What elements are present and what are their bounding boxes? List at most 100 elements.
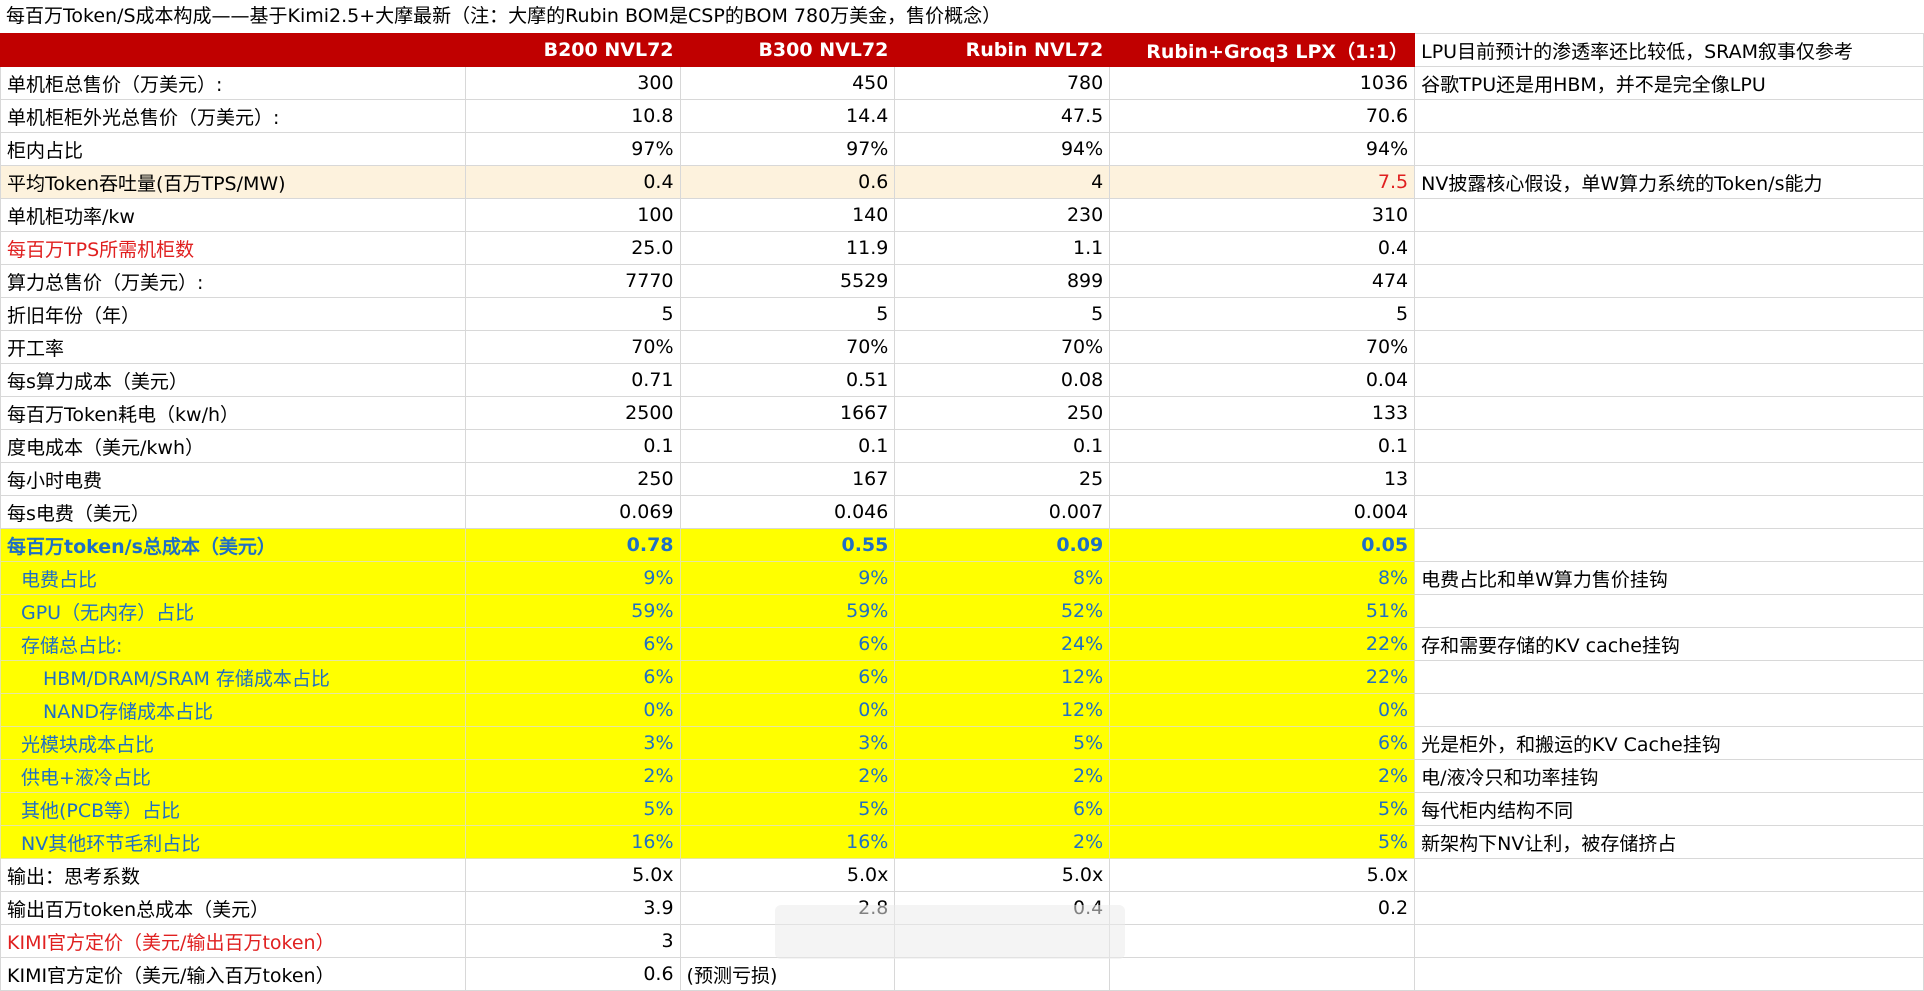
value-cell[interactable]: [1109, 957, 1416, 991]
row-label[interactable]: 每s算力成本（美元）: [0, 363, 466, 397]
row-label[interactable]: 每s电费（美元）: [0, 495, 466, 529]
value-cell[interactable]: 230: [894, 198, 1111, 232]
value-cell[interactable]: 474: [1109, 264, 1416, 298]
value-cell[interactable]: 0%: [679, 693, 896, 727]
value-cell[interactable]: 3: [464, 924, 681, 958]
value-cell[interactable]: 7.5: [1109, 165, 1416, 199]
value-cell[interactable]: 5.0x: [464, 858, 681, 892]
value-cell[interactable]: 8%: [1109, 561, 1416, 595]
value-cell[interactable]: 6%: [464, 627, 681, 661]
row-note[interactable]: 谷歌TPU还是用HBM，并不是完全像LPU: [1414, 66, 1924, 100]
value-cell[interactable]: 97%: [679, 132, 896, 166]
value-cell[interactable]: 94%: [1109, 132, 1416, 166]
row-note[interactable]: [1414, 528, 1924, 562]
value-cell[interactable]: 0.55: [679, 528, 896, 562]
row-label[interactable]: KIMI官方定价（美元/输入百万token）: [0, 957, 466, 991]
row-note[interactable]: [1414, 231, 1924, 265]
value-cell[interactable]: 0.05: [1109, 528, 1416, 562]
value-cell[interactable]: 0.09: [894, 528, 1111, 562]
value-cell[interactable]: 70%: [1109, 330, 1416, 364]
row-note[interactable]: [1414, 99, 1924, 133]
value-cell[interactable]: 0.046: [679, 495, 896, 529]
header-note[interactable]: LPU目前预计的渗透率还比较低，SRAM叙事仅参考: [1414, 33, 1924, 67]
row-note[interactable]: [1414, 891, 1924, 925]
value-cell[interactable]: 0.004: [1109, 495, 1416, 529]
row-note[interactable]: NV披露核心假设，单W算力系统的Token/s能力: [1414, 165, 1924, 199]
value-cell[interactable]: 100: [464, 198, 681, 232]
row-note[interactable]: [1414, 264, 1924, 298]
row-label[interactable]: 输出百万token总成本（美元）: [0, 891, 466, 925]
row-note[interactable]: [1414, 495, 1924, 529]
row-note[interactable]: [1414, 429, 1924, 463]
value-cell[interactable]: 5.0x: [679, 858, 896, 892]
value-cell[interactable]: 5.0x: [1109, 858, 1416, 892]
value-cell[interactable]: 310: [1109, 198, 1416, 232]
row-label[interactable]: GPU（无内存）占比: [0, 594, 466, 628]
row-note[interactable]: 电/液冷只和功率挂钩: [1414, 759, 1924, 793]
value-cell[interactable]: 0.78: [464, 528, 681, 562]
value-cell[interactable]: 250: [464, 462, 681, 496]
value-cell[interactable]: 0.007: [894, 495, 1111, 529]
value-cell[interactable]: 70%: [464, 330, 681, 364]
value-cell[interactable]: (预测亏损): [679, 957, 896, 991]
value-cell[interactable]: 5.0x: [894, 858, 1111, 892]
value-cell[interactable]: 0.1: [894, 429, 1111, 463]
value-cell[interactable]: 5: [464, 297, 681, 331]
row-note[interactable]: [1414, 693, 1924, 727]
value-cell[interactable]: 59%: [464, 594, 681, 628]
value-cell[interactable]: 0.08: [894, 363, 1111, 397]
value-cell[interactable]: 0.51: [679, 363, 896, 397]
value-cell[interactable]: 0.2: [1109, 891, 1416, 925]
value-cell[interactable]: 7770: [464, 264, 681, 298]
value-cell[interactable]: 16%: [464, 825, 681, 859]
value-cell[interactable]: 2%: [1109, 759, 1416, 793]
value-cell[interactable]: [894, 957, 1111, 991]
row-label[interactable]: 电费占比: [0, 561, 466, 595]
row-label[interactable]: 每百万TPS所需机柜数: [0, 231, 466, 265]
value-cell[interactable]: 5%: [1109, 792, 1416, 826]
value-cell[interactable]: 6%: [1109, 726, 1416, 760]
value-cell[interactable]: 0.04: [1109, 363, 1416, 397]
value-cell[interactable]: 1036: [1109, 66, 1416, 100]
row-note[interactable]: [1414, 858, 1924, 892]
value-cell[interactable]: 140: [679, 198, 896, 232]
header-b300[interactable]: B300 NVL72: [679, 33, 896, 67]
value-cell[interactable]: 0.71: [464, 363, 681, 397]
value-cell[interactable]: 1.1: [894, 231, 1111, 265]
value-cell[interactable]: 12%: [894, 660, 1111, 694]
row-label[interactable]: 供电+液冷占比: [0, 759, 466, 793]
value-cell[interactable]: 4: [894, 165, 1111, 199]
value-cell[interactable]: 9%: [464, 561, 681, 595]
value-cell[interactable]: 2%: [464, 759, 681, 793]
row-note[interactable]: 电费占比和单W算力售价挂钩: [1414, 561, 1924, 595]
value-cell[interactable]: [1109, 924, 1416, 958]
row-label[interactable]: 度电成本（美元/kwh）: [0, 429, 466, 463]
value-cell[interactable]: 5: [1109, 297, 1416, 331]
value-cell[interactable]: 5%: [894, 726, 1111, 760]
value-cell[interactable]: 5: [894, 297, 1111, 331]
value-cell[interactable]: 0.4: [464, 165, 681, 199]
value-cell[interactable]: 450: [679, 66, 896, 100]
row-note[interactable]: [1414, 462, 1924, 496]
value-cell[interactable]: 25: [894, 462, 1111, 496]
value-cell[interactable]: 5529: [679, 264, 896, 298]
row-label[interactable]: 每小时电费: [0, 462, 466, 496]
value-cell[interactable]: 16%: [679, 825, 896, 859]
value-cell[interactable]: 11.9: [679, 231, 896, 265]
value-cell[interactable]: 12%: [894, 693, 1111, 727]
value-cell[interactable]: 3%: [464, 726, 681, 760]
row-label[interactable]: NV其他环节毛利占比: [0, 825, 466, 859]
row-note[interactable]: 光是柜外，和搬运的KV Cache挂钩: [1414, 726, 1924, 760]
value-cell[interactable]: 2%: [894, 759, 1111, 793]
row-note[interactable]: 存和需要存储的KV cache挂钩: [1414, 627, 1924, 661]
value-cell[interactable]: 2%: [894, 825, 1111, 859]
value-cell[interactable]: 0%: [464, 693, 681, 727]
row-label[interactable]: 平均Token吞吐量(百万TPS/MW): [0, 165, 466, 199]
row-note[interactable]: [1414, 198, 1924, 232]
value-cell[interactable]: 780: [894, 66, 1111, 100]
value-cell[interactable]: 22%: [1109, 627, 1416, 661]
value-cell[interactable]: 14.4: [679, 99, 896, 133]
value-cell[interactable]: 97%: [464, 132, 681, 166]
value-cell[interactable]: 6%: [894, 792, 1111, 826]
value-cell[interactable]: 0.4: [1109, 231, 1416, 265]
